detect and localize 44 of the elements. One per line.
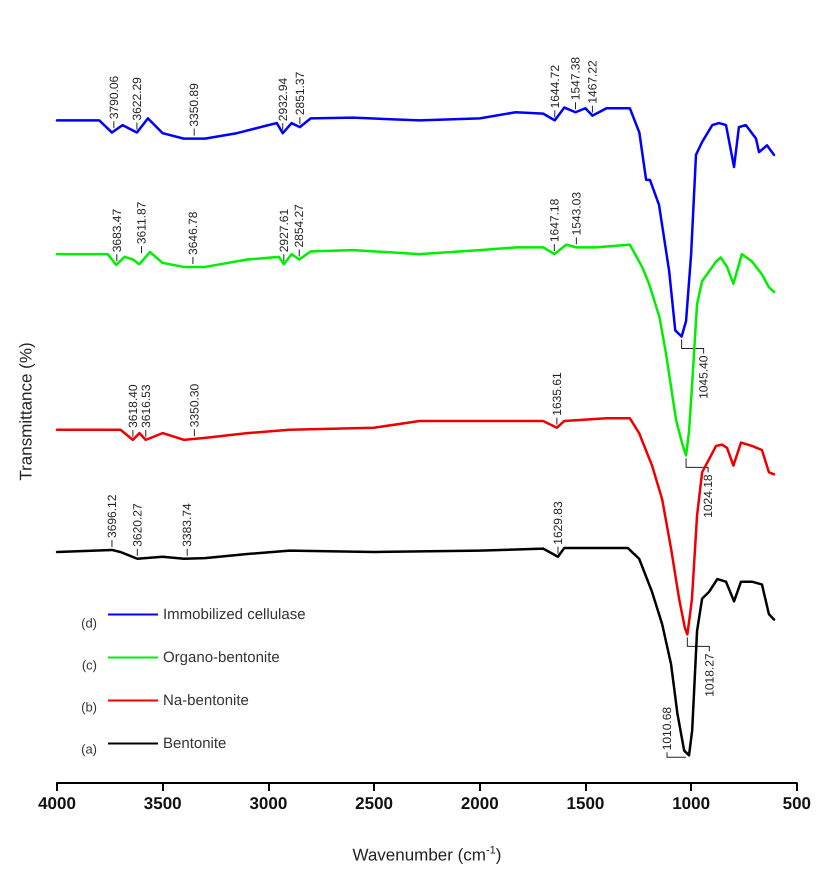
annotation: 1024.18	[701, 474, 716, 518]
annotation: (a)	[81, 742, 97, 756]
annotation: 1543.03	[569, 192, 584, 236]
annotation: 3383.74	[180, 503, 194, 547]
annotation: 1467.22	[585, 60, 600, 104]
annotation: 1635.61	[550, 372, 564, 416]
annotation: 3611.87	[134, 201, 149, 244]
annotation: (d)	[81, 616, 97, 630]
x-tick-label: 1000	[672, 794, 710, 813]
legend-label: Bentonite	[163, 735, 226, 752]
annotation: (c)	[82, 658, 97, 672]
legend-label: Na-bentonite	[163, 692, 249, 709]
x-tick-label: 2500	[355, 794, 393, 813]
annotation: 3683.47	[110, 208, 124, 252]
annotation: 3616.53	[138, 384, 153, 428]
annotation: 1018.27	[702, 653, 716, 697]
x-tick-label: 3000	[249, 794, 288, 813]
annotation: 1647.18	[547, 198, 562, 242]
y-axis-title: Transmittance (%)	[16, 342, 36, 481]
annotation: 2932.94	[276, 78, 290, 122]
annotation: 2927.61	[276, 208, 291, 252]
annotation: 1644.72	[548, 64, 562, 108]
annotation: 2854.27	[292, 204, 306, 248]
x-tick-label: 500	[782, 794, 812, 813]
x-tick-label: 4000	[38, 794, 76, 813]
annotation: 3350.89	[187, 82, 202, 127]
annotation: 3618.40	[126, 384, 140, 428]
legend-label: Organo-bentonite	[163, 649, 280, 666]
legend-label: Immobilized cellulase	[163, 606, 306, 623]
x-tick-label: 1500	[566, 794, 604, 813]
annotation: 3696.12	[104, 494, 119, 538]
annotation: 3646.78	[186, 211, 200, 255]
annotation: 1010.68	[660, 706, 674, 750]
annotation: 2851.37	[292, 71, 307, 116]
annotation: 1629.83	[550, 501, 565, 545]
annotation: 3620.27	[130, 503, 144, 547]
annotation: 3350.30	[187, 383, 202, 428]
x-tick-label: 3500	[144, 794, 182, 813]
annotation: 3622.29	[130, 76, 144, 121]
x-tick-label: 2000	[460, 794, 499, 813]
annotation: 1547.38	[568, 56, 583, 100]
annotation: 1045.40	[696, 355, 711, 399]
annotation: (b)	[81, 700, 97, 714]
annotation: 3790.06	[106, 75, 121, 120]
